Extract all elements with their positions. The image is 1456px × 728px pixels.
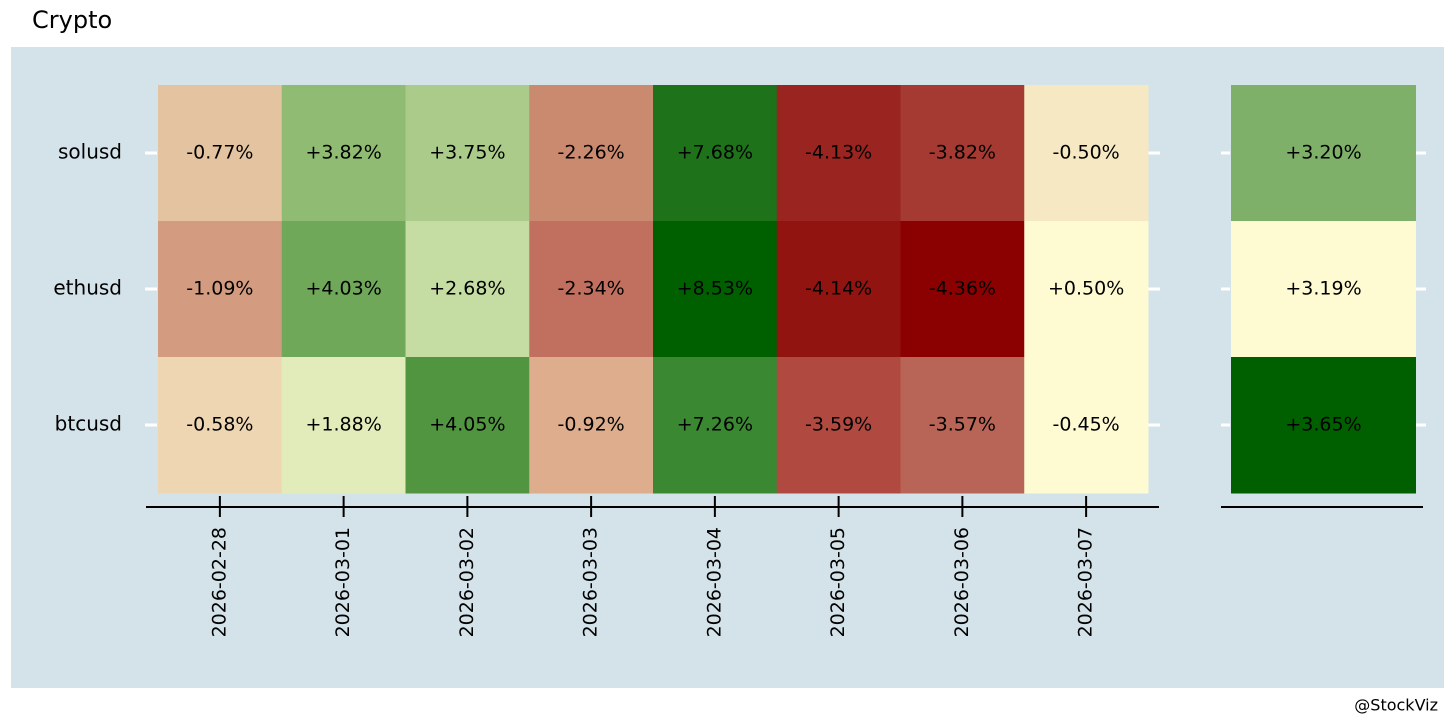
heatmap-cell — [529, 221, 654, 358]
x-tick-label: 2026-03-07 — [1075, 527, 1097, 637]
heatmap-cell — [405, 357, 530, 494]
heatmap-cell — [1024, 357, 1149, 494]
heatmap-cell — [281, 221, 406, 358]
cell-label: +4.03% — [305, 278, 381, 300]
heatmap-cell — [529, 85, 654, 222]
heatmap-cell — [405, 221, 530, 358]
row-label: solusd — [58, 140, 122, 164]
x-tick-label: 2026-03-05 — [827, 527, 849, 637]
cell-label: +0.50% — [1048, 278, 1124, 300]
cell-label: -3.82% — [929, 142, 996, 164]
cell-label: -4.36% — [929, 278, 996, 300]
heatmap-cell — [281, 85, 406, 222]
x-tick-label: 2026-03-03 — [580, 527, 602, 637]
cell-label: +7.26% — [677, 414, 753, 436]
total-label: +3.19% — [1285, 278, 1361, 300]
cell-label: -4.14% — [805, 278, 872, 300]
row-label: btcusd — [55, 412, 122, 436]
heatmap-cell — [653, 85, 778, 222]
heatmap-cell — [776, 85, 901, 222]
cell-label: +2.68% — [429, 278, 505, 300]
cell-label: -0.45% — [1053, 414, 1120, 436]
x-tick-label: 2026-02-28 — [208, 527, 230, 637]
cell-label: -3.57% — [929, 414, 996, 436]
cell-label: +1.88% — [305, 414, 381, 436]
cell-label: -4.13% — [805, 142, 872, 164]
x-tick-label: 2026-03-01 — [332, 527, 354, 637]
heatmap-cell — [900, 221, 1025, 358]
heatmap-cell — [900, 85, 1025, 222]
heatmap-cell — [158, 221, 283, 358]
total-cell — [1231, 221, 1416, 358]
cell-label: +3.82% — [305, 142, 381, 164]
x-tick-label: 2026-03-04 — [703, 527, 725, 637]
heatmap-cell — [1024, 85, 1149, 222]
heatmap-cell — [405, 85, 530, 222]
x-tick-label: 2026-03-06 — [951, 527, 973, 637]
cell-label: +3.75% — [429, 142, 505, 164]
chart-title: Crypto — [32, 6, 112, 34]
heatmap-cell — [776, 357, 901, 494]
row-label: ethusd — [53, 276, 122, 300]
heatmap-cell — [653, 221, 778, 358]
cell-label: -0.50% — [1053, 142, 1120, 164]
cell-label: +7.68% — [677, 142, 753, 164]
cell-label: -2.34% — [558, 278, 625, 300]
total-label: +3.20% — [1285, 142, 1361, 164]
heatmap-cell — [776, 221, 901, 358]
cell-label: +4.05% — [429, 414, 505, 436]
cell-label: -2.26% — [558, 142, 625, 164]
total-label: +3.65% — [1285, 414, 1361, 436]
cell-label: -0.58% — [186, 414, 253, 436]
heatmap-cell — [158, 85, 283, 222]
heatmap-cell — [653, 357, 778, 494]
heatmap-cell — [158, 357, 283, 494]
total-cell — [1231, 357, 1416, 494]
heatmap-cell — [281, 357, 406, 494]
x-tick-label: 2026-03-02 — [456, 527, 478, 637]
heatmap-cell — [900, 357, 1025, 494]
caption: @StockViz — [1354, 696, 1438, 715]
cell-label: -0.92% — [558, 414, 625, 436]
cell-label: +8.53% — [677, 278, 753, 300]
cell-label: -3.59% — [805, 414, 872, 436]
total-cell — [1231, 85, 1416, 222]
heatmap-cell — [529, 357, 654, 494]
cell-label: -0.77% — [186, 142, 253, 164]
heatmap-cell — [1024, 221, 1149, 358]
cell-label: -1.09% — [186, 278, 253, 300]
